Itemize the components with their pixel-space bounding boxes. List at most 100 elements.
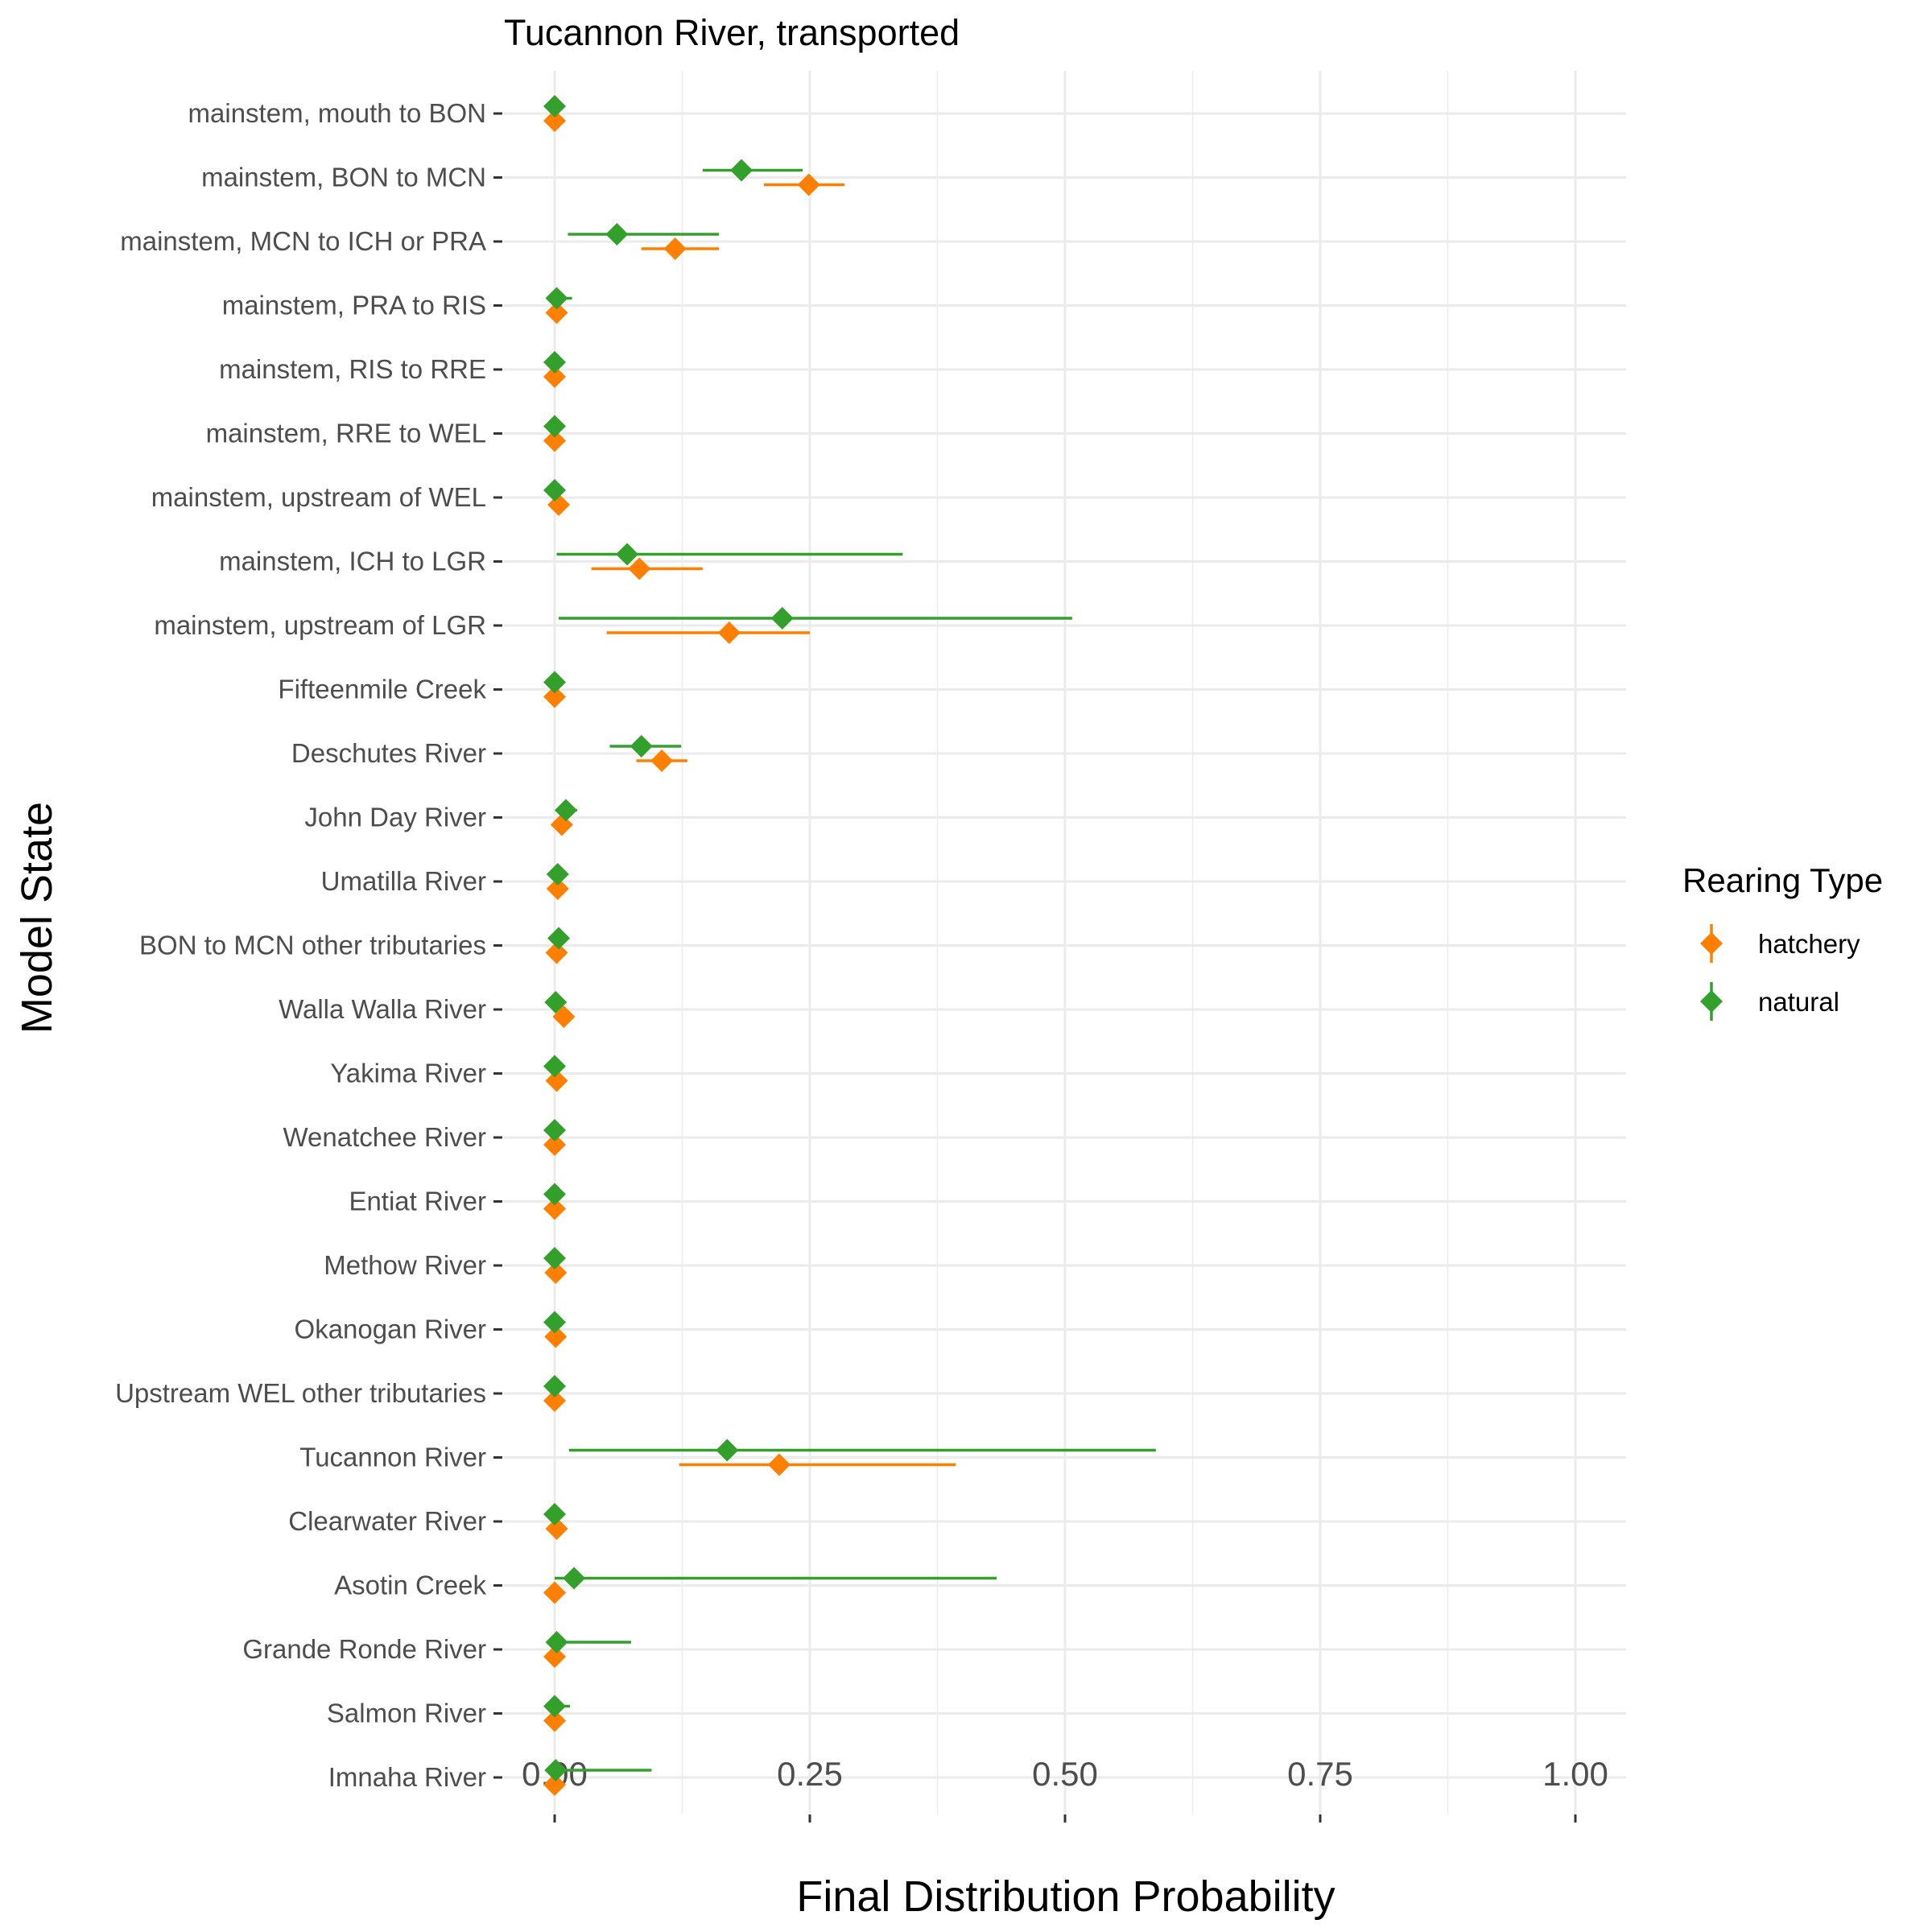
point-hatchery [543, 1197, 566, 1220]
point-hatchery [543, 1709, 566, 1732]
chart-title: Tucannon River, transported [504, 12, 960, 53]
y-tick-label-asotin-creek: Asotin Creek [334, 1571, 486, 1600]
point-hatchery [543, 685, 566, 708]
series-layer [543, 95, 1156, 1796]
legend-key-hatchery [1700, 932, 1723, 955]
y-tick-label-john-day-river: John Day River [304, 803, 486, 832]
point-hatchery [543, 1133, 566, 1156]
point-hatchery [663, 237, 687, 260]
y-tick-label-tucannon-river: Tucannon River [299, 1443, 486, 1472]
point-natural [547, 927, 571, 950]
point-natural [543, 671, 566, 694]
point-natural [554, 799, 577, 822]
point-natural [543, 1695, 566, 1718]
point-hatchery [543, 429, 566, 452]
y-tick-label-mainstem-bon-to-mcn: mainstem, BON to MCN [201, 163, 486, 192]
point-hatchery [545, 301, 568, 324]
point-hatchery [650, 749, 674, 772]
legend-items: hatchery natural [1700, 924, 1860, 1021]
point-natural [605, 223, 629, 246]
y-tick-label-methow-river: Methow River [324, 1250, 486, 1280]
point-hatchery [543, 1645, 566, 1668]
legend-key-natural [1700, 990, 1723, 1013]
series-natural [543, 95, 1156, 1781]
grid [503, 71, 1626, 1814]
point-natural [543, 415, 566, 438]
y-tick-label-salmon-river: Salmon River [327, 1699, 486, 1728]
point-hatchery [545, 1069, 568, 1092]
point-hatchery [767, 1453, 791, 1476]
series-hatchery [543, 109, 956, 1796]
y-tick-label-mainstem-ris-to-rre: mainstem, RIS to RRE [219, 354, 486, 384]
point-hatchery [545, 1517, 568, 1540]
point-natural [544, 1759, 568, 1781]
point-hatchery [544, 1325, 568, 1348]
point-natural [616, 543, 639, 566]
y-tick-label-mainstem-upstream-of-lgr: mainstem, upstream of LGR [154, 610, 486, 640]
x-tick-label: 0.75 [1287, 1755, 1353, 1793]
point-natural [543, 479, 566, 502]
point-hatchery [717, 621, 741, 644]
point-natural [543, 1311, 566, 1334]
y-tick-label-mainstem-rre-to-wel: mainstem, RRE to WEL [206, 419, 486, 448]
point-natural [563, 1567, 586, 1590]
point-hatchery [544, 1261, 568, 1284]
y-tick-label-walla-walla-river: Walla Walla River [279, 994, 486, 1024]
x-axis-labels: 0.000.250.500.751.00 [522, 1755, 1608, 1823]
y-tick-label-yakima-river: Yakima River [330, 1059, 486, 1088]
point-natural [545, 1631, 568, 1653]
y-tick-label-okanogan-river: Okanogan River [295, 1315, 486, 1344]
point-natural [543, 1183, 566, 1206]
y-tick-label-upstream-wel-other-tributaries: Upstream WEL other tributaries [115, 1378, 486, 1408]
legend-title: Rearing Type [1682, 861, 1883, 899]
point-natural [543, 351, 566, 374]
x-axis-title: Final Distribution Probability [796, 1872, 1335, 1921]
point-hatchery [543, 1773, 566, 1796]
point-hatchery [543, 109, 566, 132]
y-axis-title: Model State [13, 802, 61, 1034]
point-natural [544, 991, 568, 1013]
y-tick-label-umatilla-river: Umatilla River [321, 866, 486, 896]
y-tick-label-wenatchee-river: Wenatchee River [283, 1122, 486, 1152]
y-tick-label-imnaha-river: Imnaha River [328, 1762, 486, 1792]
y-tick-label-clearwater-river: Clearwater River [288, 1506, 486, 1536]
x-tick-label: 0.50 [1032, 1755, 1098, 1793]
point-natural [543, 95, 566, 118]
point-natural [546, 863, 569, 886]
point-hatchery [628, 557, 651, 580]
point-hatchery [543, 365, 566, 388]
y-tick-label-fifteenmile-creek: Fifteenmile Creek [278, 675, 486, 704]
point-hatchery [546, 877, 569, 900]
legend-label-hatchery: hatchery [1758, 929, 1860, 959]
legend: Rearing Type hatchery natural [1682, 861, 1883, 1021]
y-tick-label-grande-ronde-river: Grande Ronde River [242, 1634, 486, 1664]
point-hatchery [552, 1005, 576, 1028]
x-tick-label: 0.25 [777, 1755, 843, 1793]
y-tick-label-mainstem-mcn-to-ich-or-pra: mainstem, MCN to ICH or PRA [120, 226, 486, 256]
point-natural [543, 1503, 566, 1525]
y-tick-label-bon-to-mcn-other-tributaries: BON to MCN other tributaries [139, 931, 486, 960]
point-hatchery [543, 1581, 566, 1604]
y-axis-labels: mainstem, mouth to BON mainstem, BON to M… [115, 98, 502, 1792]
point-natural [543, 1119, 566, 1141]
x-tick-label: 1.00 [1542, 1755, 1608, 1793]
point-natural [543, 1055, 566, 1078]
point-hatchery [797, 173, 820, 196]
y-tick-label-mainstem-mouth-to-bon: mainstem, mouth to BON [188, 98, 486, 128]
point-natural [543, 1247, 566, 1269]
point-natural [545, 287, 568, 310]
point-hatchery [543, 1389, 566, 1412]
point-natural [770, 607, 794, 630]
point-natural [716, 1439, 739, 1462]
point-natural [630, 735, 653, 758]
y-tick-label-mainstem-ich-to-lgr: mainstem, ICH to LGR [219, 547, 486, 576]
y-tick-label-mainstem-pra-to-ris: mainstem, PRA to RIS [222, 291, 486, 320]
point-natural [543, 1375, 566, 1397]
y-tick-label-deschutes-river: Deschutes River [291, 738, 486, 768]
legend-label-natural: natural [1758, 987, 1839, 1017]
point-hatchery [545, 941, 568, 964]
point-natural [730, 159, 753, 182]
y-tick-label-entiat-river: Entiat River [349, 1187, 486, 1216]
y-tick-label-mainstem-upstream-of-wel: mainstem, upstream of WEL [151, 482, 486, 512]
